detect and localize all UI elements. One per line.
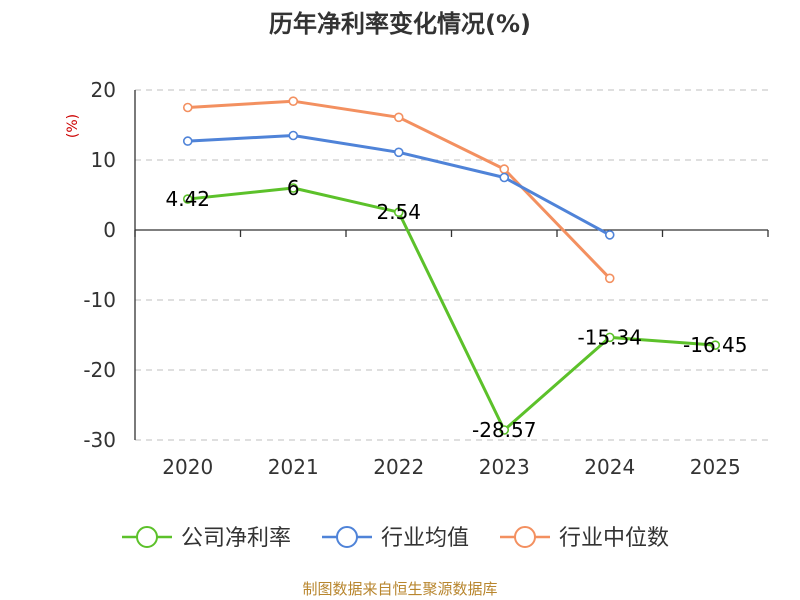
source-note: 制图数据来自恒生聚源数据库	[302, 580, 497, 598]
x-tick-label: 2021	[268, 455, 319, 479]
legend-marker-0	[136, 526, 158, 548]
legend-label-1: 行业均值	[381, 526, 469, 551]
series-point-2	[499, 164, 510, 174]
data-label: 2.54	[376, 200, 421, 224]
series-point-2	[182, 102, 193, 113]
series-line-0	[187, 186, 716, 432]
series-point-1	[182, 136, 193, 146]
y-tick-label: -30	[83, 428, 116, 452]
series-line-2	[187, 99, 611, 280]
y-tick-label: 0	[103, 218, 116, 242]
legend-marker-2	[514, 526, 536, 548]
data-labels: 4.42 6 2.54 -28.57 -15.34 -16.45	[165, 176, 747, 442]
series-point-0	[710, 340, 721, 350]
y-tick-label: -10	[83, 288, 116, 312]
y-axis-label: (%)	[65, 114, 81, 138]
legend-label-2: 行业中位数	[559, 526, 669, 551]
series-point-1	[604, 230, 615, 240]
legend-label-0: 公司净利率	[181, 526, 291, 551]
y-tick-label: 20	[91, 78, 116, 102]
axes: 20 10 0 -10 -20 -30 2020 2021 2022 2023 2024 2025	[83, 78, 769, 479]
series-point-1	[288, 130, 299, 141]
series-lines	[182, 96, 721, 435]
legend-marker-1	[336, 526, 358, 548]
x-tick-label: 2023	[479, 455, 530, 479]
series-point-0	[499, 425, 510, 435]
x-tick-label: 2024	[584, 455, 635, 479]
series-point-1	[499, 172, 510, 183]
y-tick-label: 10	[91, 148, 116, 172]
data-label: -15.34	[578, 325, 642, 349]
series-point-0	[604, 332, 615, 343]
series-point-0	[393, 207, 404, 218]
chart-title: 历年净利率变化情况(%)	[269, 10, 531, 38]
data-label: 6	[287, 176, 300, 200]
data-label: -28.57	[472, 418, 536, 442]
x-tick-label: 2022	[373, 455, 424, 479]
series-point-1	[393, 147, 404, 158]
series-point-0	[288, 183, 299, 193]
x-tick-label: 2020	[162, 455, 213, 479]
series-point-2	[604, 273, 615, 284]
y-tick-label: -20	[83, 358, 116, 382]
x-tick-label: 2025	[690, 455, 741, 479]
series-point-2	[288, 96, 299, 106]
legend: 公司净利率 行业均值 行业中位数	[122, 526, 669, 551]
series-point-2	[393, 112, 404, 123]
series-point-0	[182, 194, 193, 204]
data-label: -16.45	[683, 333, 747, 357]
data-label: 4.42	[165, 187, 210, 211]
